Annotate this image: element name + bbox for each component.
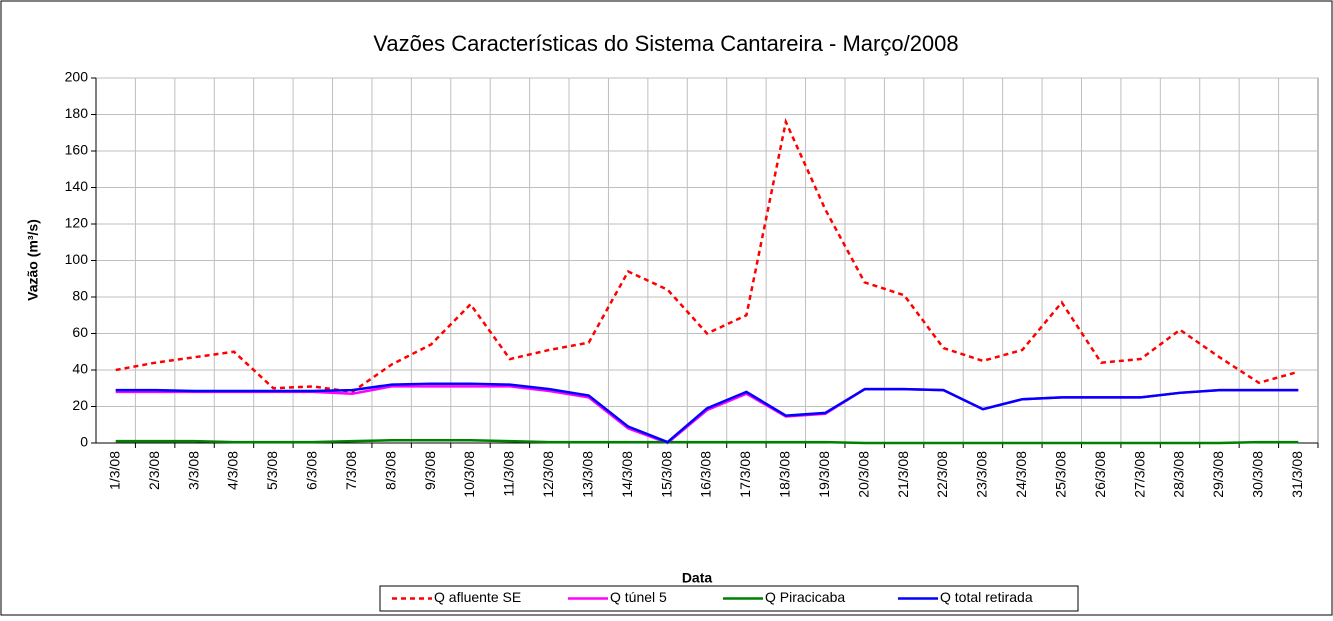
x-tick-label: 5/3/08 xyxy=(264,451,280,490)
x-tick-label: 8/3/08 xyxy=(382,451,398,490)
x-tick-label: 21/3/08 xyxy=(895,451,911,498)
series-line xyxy=(115,439,1299,445)
x-tick-label: 31/3/08 xyxy=(1289,451,1305,498)
x-tick-label: 23/3/08 xyxy=(974,451,990,498)
y-tick-label: 20 xyxy=(72,397,88,413)
y-tick-label: 0 xyxy=(80,434,88,450)
x-tick-label: 29/3/08 xyxy=(1210,451,1226,498)
x-tick-label: 18/3/08 xyxy=(777,451,793,498)
x-tick-label: 25/3/08 xyxy=(1052,451,1068,498)
x-tick-label: 22/3/08 xyxy=(934,451,950,498)
x-tick-label: 30/3/08 xyxy=(1250,451,1266,498)
x-tick-label: 11/3/08 xyxy=(501,451,517,497)
x-tick-label: 27/3/08 xyxy=(1131,451,1147,498)
x-tick-label: 4/3/08 xyxy=(225,451,241,490)
legend-label: Q total retirada xyxy=(940,589,1033,605)
y-tick-label: 180 xyxy=(65,105,89,121)
x-tick-label: 9/3/08 xyxy=(422,451,438,490)
y-tick-label: 40 xyxy=(72,361,88,377)
x-tick-label: 24/3/08 xyxy=(1013,451,1029,498)
y-tick-label: 80 xyxy=(72,288,88,304)
x-tick-label: 6/3/08 xyxy=(304,451,320,490)
x-tick-label: 10/3/08 xyxy=(461,451,477,498)
x-tick-label: 7/3/08 xyxy=(343,451,359,490)
x-tick-label: 12/3/08 xyxy=(540,451,556,498)
x-tick-label: 28/3/08 xyxy=(1171,451,1187,498)
x-tick-label: 19/3/08 xyxy=(816,451,832,498)
x-tick-label: 20/3/08 xyxy=(855,451,871,498)
x-axis-label: Data xyxy=(682,570,713,586)
x-tick-label: 16/3/08 xyxy=(698,451,714,498)
y-tick-label: 60 xyxy=(72,324,88,340)
x-tick-label: 13/3/08 xyxy=(579,451,595,498)
y-tick-label: 120 xyxy=(65,215,89,231)
y-tick-label: 140 xyxy=(65,178,89,194)
chart-title: Vazões Características do Sistema Cantar… xyxy=(373,31,958,56)
legend-label: Q afluente SE xyxy=(434,589,521,605)
legend-label: Q túnel 5 xyxy=(610,589,667,605)
x-tick-label: 17/3/08 xyxy=(737,451,753,498)
x-tick-label: 1/3/08 xyxy=(106,451,122,490)
y-tick-label: 100 xyxy=(65,251,89,267)
legend-label: Q Piracicaba xyxy=(765,589,845,605)
series-line xyxy=(115,382,1299,444)
x-tick-label: 3/3/08 xyxy=(185,451,201,490)
series-line xyxy=(115,117,1299,394)
x-tick-label: 14/3/08 xyxy=(619,451,635,498)
y-tick-label: 160 xyxy=(65,142,89,158)
y-axis-label: Vazão (m³/s) xyxy=(25,219,41,301)
y-tick-label: 200 xyxy=(65,69,89,85)
x-tick-label: 26/3/08 xyxy=(1092,451,1108,498)
x-tick-label: 2/3/08 xyxy=(146,451,162,490)
x-tick-label: 15/3/08 xyxy=(658,451,674,498)
